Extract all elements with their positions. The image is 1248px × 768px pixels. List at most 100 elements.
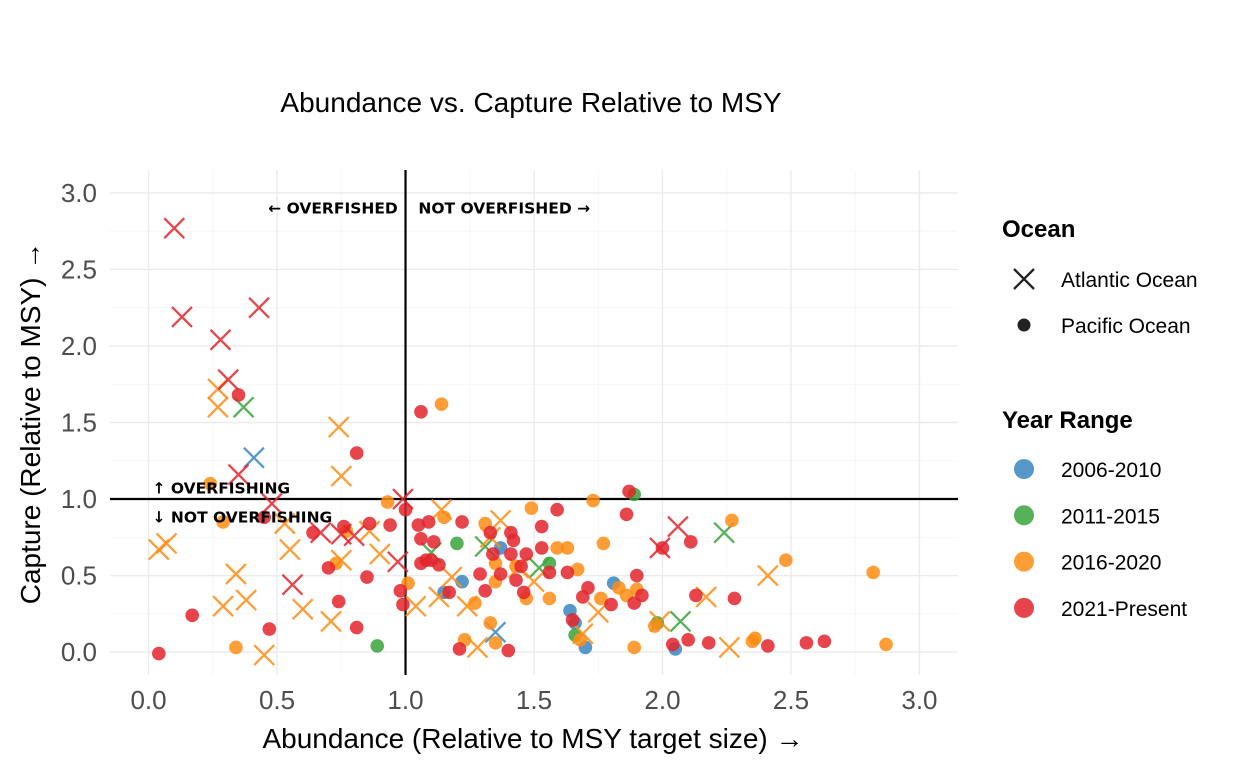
point-atlantic [253,644,275,666]
point-pacific [321,561,336,575]
point-atlantic [386,550,409,573]
point-pacific [560,565,575,580]
point-atlantic [649,537,671,559]
point-atlantic [440,566,463,588]
point-pacific [501,643,516,658]
point-atlantic [343,524,365,547]
legend-circle-icon [1017,318,1031,332]
point-pacific [483,616,498,630]
point-pacific [452,642,467,656]
point-atlantic [718,636,741,659]
point-pacific [434,397,449,411]
point-atlantic [320,610,342,633]
point-atlantic [281,573,304,596]
x-tick-label: 0.0 [130,685,166,715]
point-pacific [622,484,636,499]
legend-cross-icon [1013,268,1035,290]
point-atlantic [757,564,779,587]
point-pacific [681,633,695,647]
legend: Ocean Atlantic Ocean Pacific Ocean Year Ran… [1002,216,1198,621]
quadrant-label: ↓ NOT OVERFISHING [153,508,333,526]
point-pacific [468,596,482,610]
legend-year-swatch [1014,505,1034,526]
legend-ocean-title: Ocean [1002,216,1075,243]
point-pacific [488,636,503,650]
point-atlantic [430,498,453,521]
legend-year-label: 2016-2020 [1061,552,1161,575]
point-atlantic [207,396,229,419]
point-pacific [421,515,436,529]
point-pacific [473,567,487,581]
point-atlantic [248,296,270,319]
x-tick-label: 2.0 [644,685,680,715]
point-pacific [596,536,611,551]
point-pacific [689,588,703,603]
point-pacific [152,646,166,661]
point-pacific [665,637,680,652]
point-pacific [683,535,698,549]
point-pacific [185,608,200,623]
point-pacific [560,541,575,555]
axis-ticks: 0.0 0.5 1.0 1.5 2.0 2.5 3.0 0.0 0.5 1.0 1.5 2.0 2.5 3… [61,178,938,715]
point-atlantic [171,306,193,328]
point-pacific [524,501,539,515]
point-pacific [257,510,271,525]
point-atlantic [369,543,391,565]
point-pacific [306,525,320,540]
point-atlantic [572,622,594,645]
point-pacific [799,636,814,650]
y-tick-label: 1.0 [61,484,97,514]
point-pacific [414,532,428,546]
legend-ocean-label: Atlantic Ocean [1061,269,1198,292]
y-tick-label: 3.0 [61,178,97,208]
point-pacific [550,541,564,555]
point-atlantic [227,463,250,486]
legend-year-swatch [1014,459,1034,479]
point-pacific [727,591,742,606]
point-pacific [573,633,588,647]
point-pacific [478,584,492,598]
point-pacific [542,591,557,606]
point-pacific [231,388,246,402]
point-pacific [442,585,457,600]
point-pacific [565,613,580,627]
point-pacific [779,553,793,568]
quadrant-label: ← OVERFISHED [268,199,398,217]
point-atlantic [330,465,353,487]
point-atlantic [392,488,414,510]
chart-title: Abundance vs. Capture Relative to MSY [280,87,781,118]
point-pacific [534,541,549,555]
point-pacific [349,446,364,460]
point-pacific [586,493,600,508]
point-pacific [581,580,595,595]
x-tick-label: 1.5 [516,685,552,715]
point-atlantic [155,532,178,555]
point-atlantic [209,329,232,351]
point-pacific [483,525,498,540]
point-pacific [514,559,528,574]
point-pacific [550,502,564,517]
point-atlantic [212,595,234,617]
point-pacific [534,519,549,534]
point-atlantic [404,595,427,617]
point-atlantic [667,515,689,538]
point-atlantic [279,538,301,561]
point-pacific [229,640,243,655]
point-pacific [761,639,775,653]
point-pacific [748,631,762,646]
quadrant-label: ↑ OVERFISHING [153,479,291,497]
point-pacific [817,634,832,649]
point-pacific [383,518,397,532]
point-atlantic [456,595,479,617]
point-pacific [725,513,739,528]
point-pacific [486,547,500,561]
point-atlantic [163,217,186,239]
point-pacific [594,591,608,606]
data-points [148,217,893,666]
point-pacific [542,565,557,580]
y-tick-label: 2.0 [61,331,97,361]
point-atlantic [217,368,240,391]
point-pacific [262,622,277,636]
point-atlantic [649,610,671,633]
